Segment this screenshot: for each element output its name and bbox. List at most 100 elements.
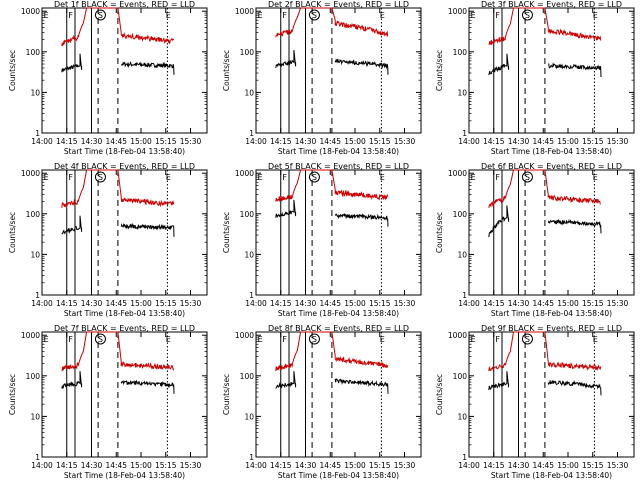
x-tick-label: 14:30 <box>81 299 103 308</box>
flag-label: E <box>471 11 476 20</box>
x-tick-label: 15:15 <box>582 299 604 308</box>
y-axis-label: Counts/sec <box>435 50 444 91</box>
x-tick-label: 15:30 <box>394 137 416 146</box>
y-tick-label: 100 <box>240 48 255 57</box>
x-tick-label: 14:45 <box>319 461 341 470</box>
series-line-events <box>61 371 175 394</box>
x-tick-label: 14:30 <box>295 137 317 146</box>
chart-title: Det 7f BLACK = Events, RED = LLD <box>54 324 195 333</box>
x-tick-label: 14:45 <box>319 299 341 308</box>
x-tick-label: 15:00 <box>344 137 366 146</box>
x-tick-label: 15:00 <box>344 461 366 470</box>
chart-title: Det 3f BLACK = Events, RED = LLD <box>481 0 622 9</box>
x-tick-label: 14:15 <box>270 299 292 308</box>
x-axis-label: Start Time (18-Feb-04 13:58:40) <box>64 309 185 318</box>
series-line-lld <box>61 331 175 372</box>
series-line-lld <box>275 331 389 372</box>
series-line-events <box>488 371 602 396</box>
plot-frame <box>255 331 422 458</box>
x-axis-label: Start Time (18-Feb-04 13:58:40) <box>278 147 399 156</box>
series-line-lld <box>275 169 389 203</box>
flag-label: F <box>282 11 287 20</box>
flag-circle <box>521 171 533 183</box>
flag-label: E <box>258 11 263 20</box>
chart-title: Det 5f BLACK = Events, RED = LLD <box>268 162 409 171</box>
plot-frame <box>255 7 422 134</box>
flag-label: F <box>495 11 500 20</box>
x-tick-label: 15:00 <box>344 299 366 308</box>
flag-label: E <box>380 335 385 344</box>
x-axis-label: Start Time (18-Feb-04 13:58:40) <box>278 471 399 480</box>
x-tick-label: 15:30 <box>180 137 202 146</box>
flag-label: F <box>68 173 73 182</box>
x-tick-label: 14:30 <box>81 461 103 470</box>
x-tick-label: 14:00 <box>245 299 267 308</box>
chart-panel-9: Det 9f BLACK = Events, RED = LLD 1 10 100 10… <box>435 324 635 480</box>
chart-panel-3: Det 3f BLACK = Events, RED = LLD 1 10 100 10… <box>435 0 635 156</box>
x-tick-label: 15:00 <box>130 461 152 470</box>
flag-label: E <box>593 335 598 344</box>
chart-title: Det 4f BLACK = Events, RED = LLD <box>54 162 195 171</box>
x-tick-label: 14:15 <box>483 137 505 146</box>
series-line-lld <box>61 169 175 208</box>
x-tick-label: 14:45 <box>319 137 341 146</box>
flag-circle <box>94 171 106 183</box>
flag-label: S <box>525 173 530 182</box>
x-tick-label: 15:00 <box>557 137 579 146</box>
x-tick-label: 15:30 <box>180 461 202 470</box>
x-tick-label: 14:30 <box>508 137 530 146</box>
y-tick-label: 1 <box>35 291 40 300</box>
x-tick-label: 14:45 <box>105 137 127 146</box>
flag-label: F <box>495 335 500 344</box>
y-tick-label: 10 <box>457 250 467 259</box>
y-axis-label: Counts/sec <box>435 212 444 253</box>
y-tick-label: 10 <box>30 250 40 259</box>
x-tick-label: 15:00 <box>557 461 579 470</box>
y-tick-label: 1 <box>35 453 40 462</box>
plot-frame <box>468 7 635 134</box>
x-tick-label: 15:15 <box>155 461 177 470</box>
y-axis-label: Counts/sec <box>435 374 444 415</box>
x-tick-label: 14:00 <box>31 461 53 470</box>
x-tick-label: 14:00 <box>458 299 480 308</box>
flag-label: E <box>471 173 476 182</box>
flag-label: F <box>282 173 287 182</box>
series-line-events <box>275 199 389 227</box>
series-line-events <box>61 53 175 75</box>
flag-label: E <box>44 173 49 182</box>
flag-circle <box>521 9 533 21</box>
flag-label: E <box>44 11 49 20</box>
y-tick-label: 1000 <box>21 331 40 340</box>
flag-circle <box>521 333 533 345</box>
plot-frame <box>468 169 635 296</box>
y-tick-label: 1 <box>462 129 467 138</box>
y-tick-label: 10 <box>457 88 467 97</box>
series-line-lld <box>488 169 601 209</box>
chart-panel-6: Det 6f BLACK = Events, RED = LLD 1 10 100 10… <box>435 162 635 318</box>
x-tick-label: 14:45 <box>532 461 554 470</box>
plot-frame <box>41 7 208 134</box>
x-tick-label: 14:15 <box>483 299 505 308</box>
x-tick-label: 15:00 <box>130 137 152 146</box>
flag-label: E <box>166 11 171 20</box>
y-axis-label: Counts/sec <box>8 50 17 91</box>
x-tick-label: 15:15 <box>155 137 177 146</box>
flag-label: S <box>98 335 103 344</box>
x-tick-label: 15:15 <box>582 461 604 470</box>
y-tick-label: 100 <box>26 48 41 57</box>
x-tick-label: 14:00 <box>245 461 267 470</box>
y-tick-label: 10 <box>457 412 467 421</box>
plot-frame <box>255 169 422 296</box>
y-tick-label: 10 <box>244 88 254 97</box>
x-tick-label: 14:30 <box>295 461 317 470</box>
x-tick-label: 15:15 <box>369 299 391 308</box>
flag-label: E <box>380 173 385 182</box>
y-tick-label: 1 <box>462 291 467 300</box>
flag-circle <box>94 333 106 345</box>
x-axis-label: Start Time (18-Feb-04 13:58:40) <box>491 309 612 318</box>
chart-panel-4: Det 4f BLACK = Events, RED = LLD 1 10 100 10… <box>8 162 208 318</box>
y-tick-label: 100 <box>240 210 255 219</box>
y-axis-label: Counts/sec <box>222 374 231 415</box>
x-tick-label: 15:15 <box>369 461 391 470</box>
